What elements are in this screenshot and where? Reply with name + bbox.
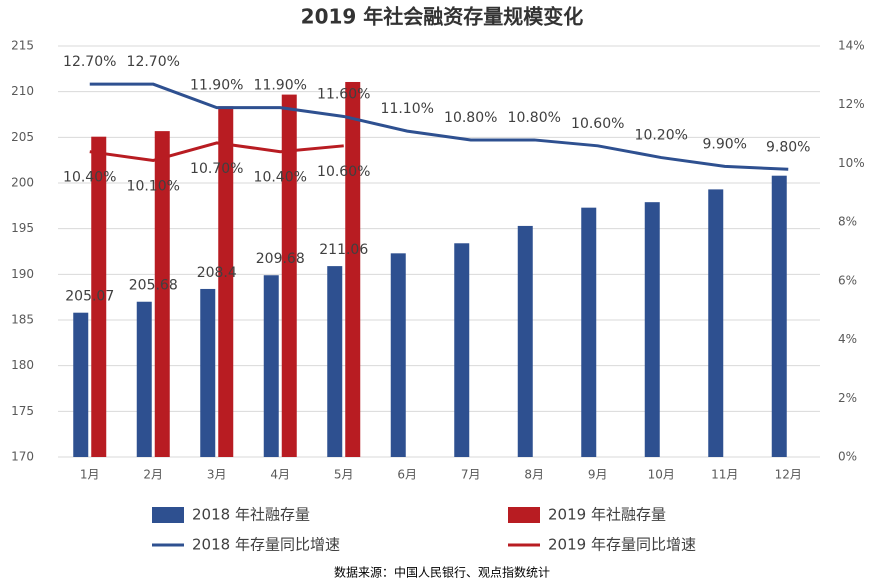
x-tick-label: 7月: [461, 468, 481, 482]
line-label: 10.70%: [190, 161, 243, 177]
y-tick-label: 195: [11, 221, 34, 235]
bar-label: 211.06: [319, 242, 368, 258]
y-tick-label: 210: [11, 84, 34, 98]
legend-swatch: [152, 507, 184, 523]
line-label: 10.60%: [317, 164, 370, 180]
bar: [708, 189, 724, 458]
y-tick-label: 190: [11, 267, 34, 281]
y2-tick-label: 14%: [838, 39, 865, 53]
bar: [345, 81, 361, 457]
x-tick-label: 9月: [588, 468, 608, 482]
y2-tick-label: 12%: [838, 97, 865, 111]
bar: [263, 275, 279, 457]
legend-label: 2019 年存量同比增速: [548, 536, 696, 554]
line: [89, 141, 344, 163]
y2-tick-label: 6%: [838, 273, 857, 287]
bar-label: 205.07: [65, 289, 114, 305]
x-tick-label: 1月: [80, 468, 100, 482]
line-label: 10.80%: [444, 110, 497, 126]
line-label: 12.70%: [63, 54, 116, 70]
bar: [281, 94, 297, 458]
line-label: 10.20%: [635, 128, 688, 144]
bar: [517, 225, 533, 457]
y2-tick-label: 8%: [838, 215, 857, 229]
line-label: 11.10%: [381, 101, 434, 117]
line-label: 11.60%: [317, 86, 370, 102]
y-tick-label: 205: [11, 130, 34, 144]
bar: [136, 301, 152, 457]
line-label: 10.40%: [63, 170, 116, 186]
y2-tick-label: 10%: [838, 156, 865, 170]
y-tick-label: 185: [11, 313, 34, 327]
x-tick-label: 8月: [524, 468, 544, 482]
bar: [327, 266, 343, 457]
source: 数据来源：中国人民银行、观点指数统计: [334, 565, 550, 580]
bar: [771, 175, 787, 457]
y-tick-label: 170: [11, 450, 34, 464]
line-label: 10.60%: [571, 116, 624, 132]
line-label: 9.90%: [703, 136, 747, 152]
line-label: 11.90%: [190, 78, 243, 94]
bar: [154, 131, 170, 457]
line-label: 11.90%: [254, 78, 307, 94]
bar: [218, 106, 234, 457]
y2-tick-label: 0%: [838, 450, 857, 464]
y-tick-label: 180: [11, 358, 34, 372]
y-tick-label: 200: [11, 176, 34, 190]
x-tick-label: 4月: [270, 468, 290, 482]
x-tick-label: 11月: [711, 468, 738, 482]
bar: [91, 136, 107, 457]
y-tick-label: 175: [11, 404, 34, 418]
x-tick-label: 5月: [334, 468, 354, 482]
y2-tick-label: 4%: [838, 332, 857, 346]
bar: [644, 202, 660, 457]
bar-label: 205.68: [129, 278, 178, 294]
bar-label: 209.68: [256, 251, 305, 267]
line: [89, 82, 789, 171]
x-tick-label: 10月: [648, 468, 675, 482]
bar: [73, 312, 89, 457]
x-tick-label: 12月: [775, 468, 802, 482]
line-label: 12.70%: [127, 54, 180, 70]
chart-title: 2019 年社会融资存量规模变化: [301, 5, 584, 29]
legend-swatch: [508, 507, 540, 523]
legend-label: 2019 年社融存量: [548, 506, 666, 524]
legend-label: 2018 年存量同比增速: [192, 536, 340, 554]
legend-label: 2018 年社融存量: [192, 506, 310, 524]
y-tick-label: 215: [11, 39, 34, 53]
line-label: 10.80%: [508, 110, 561, 126]
bar: [581, 207, 597, 457]
y2-tick-label: 2%: [838, 391, 857, 405]
bar: [390, 253, 406, 457]
x-tick-label: 3月: [207, 468, 227, 482]
bar: [454, 243, 470, 457]
x-tick-label: 6月: [397, 468, 417, 482]
line-label: 9.80%: [766, 139, 810, 155]
bar-label: 208.4: [197, 265, 237, 281]
bar: [200, 288, 216, 457]
line-label: 10.10%: [127, 178, 180, 194]
line-label: 10.40%: [254, 170, 307, 186]
x-tick-label: 2月: [143, 468, 163, 482]
